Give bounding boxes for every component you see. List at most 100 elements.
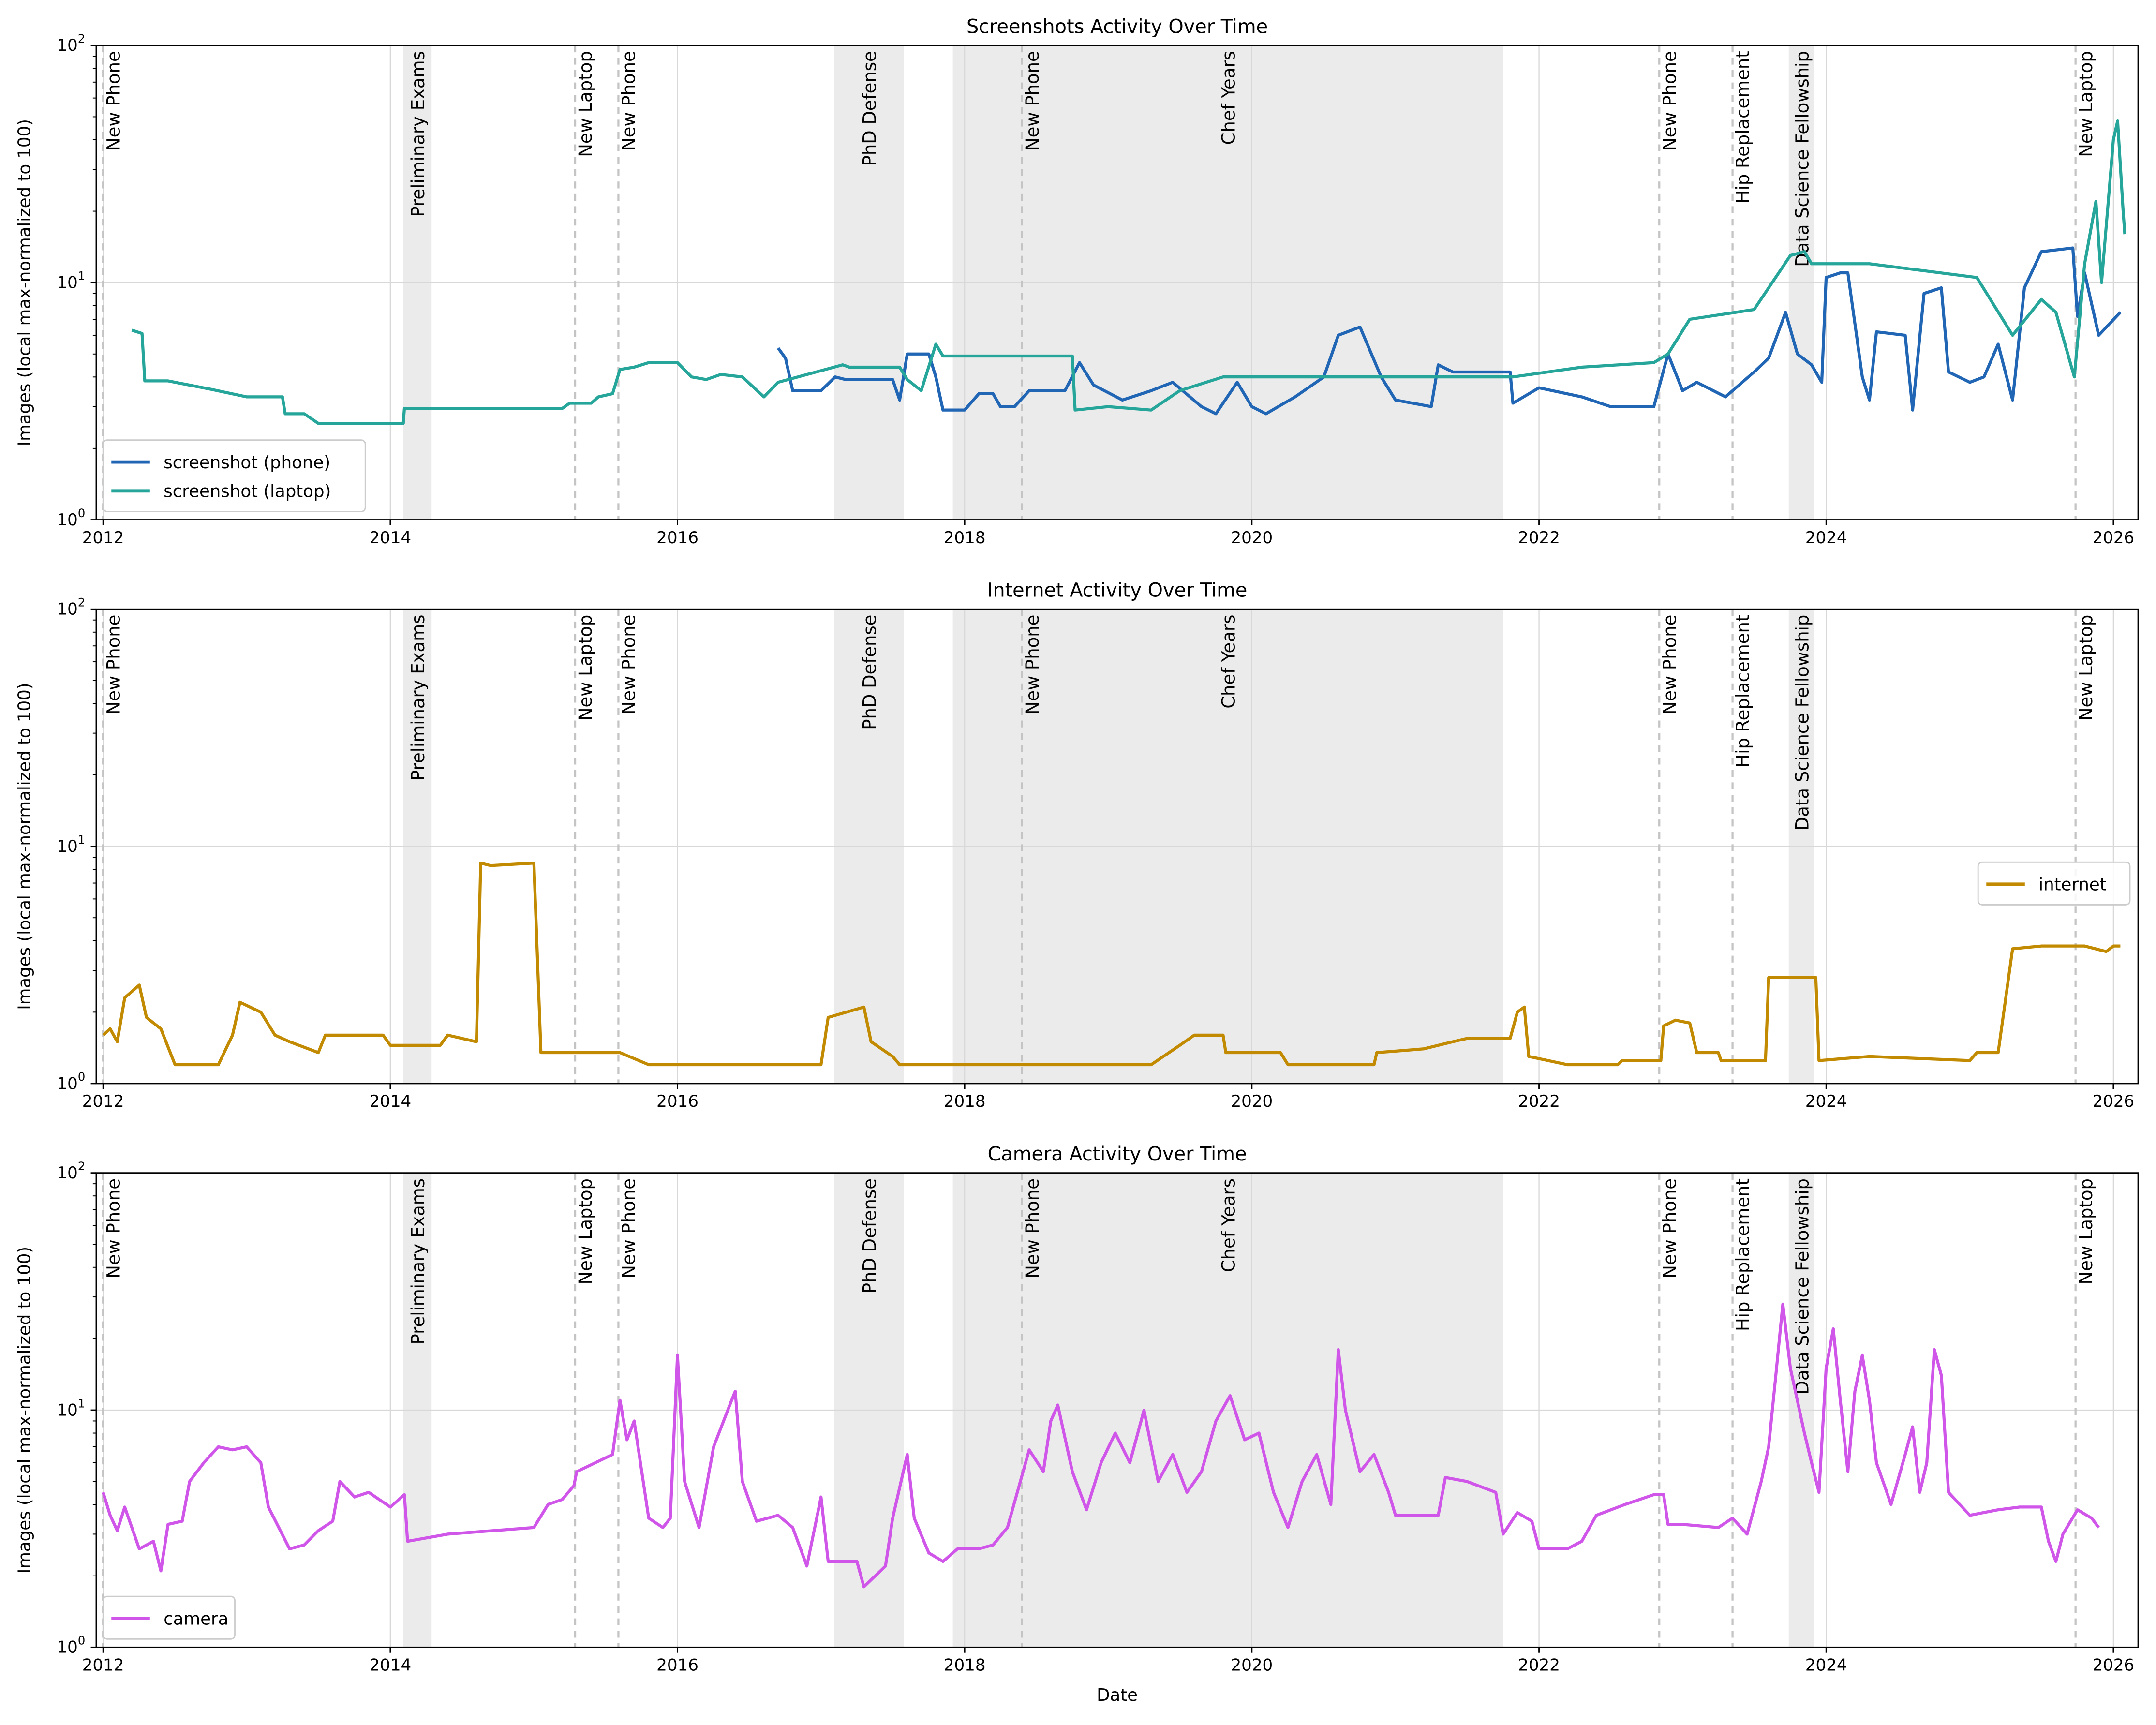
- y-tick-exp: 0: [78, 1634, 85, 1648]
- event-label: New Phone: [103, 615, 124, 715]
- period-label: Chef Years: [1219, 615, 1239, 709]
- event-label: New Phone: [1022, 1178, 1043, 1279]
- legend-label: camera: [164, 1609, 228, 1629]
- x-tick-label: 2022: [1518, 528, 1560, 548]
- event-label: New Phone: [619, 1178, 639, 1279]
- event-label: New Phone: [103, 51, 124, 151]
- chart-title: Internet Activity Over Time: [987, 580, 1248, 602]
- series-line-internet: [102, 862, 2121, 1067]
- period-label: PhD Defense: [860, 1178, 880, 1294]
- event-label: New Laptop: [2076, 615, 2097, 721]
- event-label: New Phone: [1022, 51, 1043, 151]
- period-label: Chef Years: [1219, 1178, 1239, 1272]
- y-axis-label: Images (local max-normalized to 100): [15, 1247, 35, 1574]
- period-label: Data Science Fellowship: [1792, 615, 1813, 831]
- panel-2: New Phone New Laptop New Phone New Phone New…: [15, 580, 2139, 1111]
- x-tick-label: 2016: [656, 1656, 699, 1675]
- period-label: Chef Years: [1219, 51, 1239, 145]
- x-tick-label: 2012: [82, 528, 124, 548]
- y-tick-label: 101: [57, 833, 85, 856]
- x-tick-label: 2012: [82, 1092, 124, 1111]
- x-tick-label: 2018: [944, 1656, 986, 1675]
- legend-box: [102, 1595, 236, 1640]
- y-tick-exp: 0: [78, 1070, 85, 1084]
- y-tick-label: 100: [57, 1634, 85, 1657]
- legend-label: internet: [2038, 875, 2106, 895]
- y-axis-label: Images (local max-normalized to 100): [15, 119, 35, 446]
- period-label: Preliminary Exams: [408, 615, 429, 781]
- event-label: New Phone: [1659, 51, 1680, 151]
- event-label: New Phone: [103, 1178, 124, 1279]
- y-tick-base: 10: [57, 36, 77, 55]
- series-line-screenshot-phone-: [777, 246, 2122, 416]
- x-axis-label: Date: [1097, 1685, 1138, 1705]
- period-label: Preliminary Exams: [408, 51, 429, 217]
- y-axis-label: Images (local max-normalized to 100): [15, 683, 35, 1010]
- y-tick-exp: 1: [78, 269, 85, 283]
- x-tick-label: 2016: [656, 1092, 699, 1111]
- legend-box: [102, 439, 366, 512]
- y-tick-base: 10: [57, 1163, 77, 1183]
- x-tick-label: 2012: [82, 1656, 124, 1675]
- event-label: Hip Replacement: [1733, 1178, 1754, 1331]
- x-tick-label: 2026: [2092, 1092, 2134, 1111]
- period-label: PhD Defense: [860, 615, 880, 730]
- x-tick-label: 2022: [1518, 1092, 1560, 1111]
- x-tick-label: 2014: [369, 528, 411, 548]
- legend: screenshot (phone) screenshot (laptop): [102, 439, 366, 512]
- y-tick-label: 101: [57, 1397, 85, 1420]
- legend-label: screenshot (phone): [164, 453, 330, 473]
- y-tick-exp: 1: [78, 833, 85, 847]
- y-tick-label: 102: [57, 1160, 85, 1183]
- x-tick-label: 2014: [369, 1092, 411, 1111]
- event-label: New Phone: [619, 615, 639, 715]
- panel-1: New Phone New Laptop New Phone New Phone New…: [15, 15, 2139, 548]
- x-tick-label: 2016: [656, 528, 699, 548]
- period-label: Data Science Fellowship: [1792, 1178, 1813, 1395]
- x-tick-label: 2020: [1231, 1092, 1273, 1111]
- y-tick-base: 10: [57, 510, 77, 530]
- y-tick-label: 102: [57, 32, 85, 55]
- event-label: New Phone: [1659, 615, 1680, 715]
- y-tick-exp: 1: [78, 1397, 85, 1410]
- legend: internet: [1977, 861, 2131, 906]
- x-tick-label: 2024: [1805, 528, 1847, 548]
- y-tick-base: 10: [57, 1074, 77, 1093]
- y-tick-base: 10: [57, 837, 77, 856]
- x-tick-label: 2024: [1805, 1656, 1847, 1675]
- chart-title: Camera Activity Over Time: [988, 1143, 1247, 1165]
- y-tick-label: 101: [57, 269, 85, 293]
- y-tick-base: 10: [57, 1638, 77, 1657]
- y-tick-label: 100: [57, 1070, 85, 1093]
- event-label: New Phone: [1659, 1178, 1680, 1279]
- event-label: New Laptop: [2076, 1178, 2097, 1285]
- y-tick-exp: 2: [78, 32, 85, 45]
- period-label: PhD Defense: [860, 51, 880, 166]
- y-tick-label: 100: [57, 506, 85, 530]
- x-tick-label: 2014: [369, 1656, 411, 1675]
- event-label: New Laptop: [575, 615, 596, 721]
- event-label: New Laptop: [575, 51, 596, 157]
- event-label: Hip Replacement: [1733, 51, 1754, 204]
- period-label: Data Science Fellowship: [1792, 51, 1813, 267]
- y-tick-exp: 2: [78, 1160, 85, 1173]
- y-tick-exp: 2: [78, 596, 85, 610]
- y-tick-base: 10: [57, 273, 77, 293]
- panel-3: New Phone New Laptop New Phone New Phone New…: [15, 1143, 2139, 1705]
- event-label: Hip Replacement: [1733, 615, 1754, 768]
- event-label: New Laptop: [575, 1178, 596, 1285]
- event-label: New Laptop: [2076, 51, 2097, 157]
- y-tick-exp: 0: [78, 506, 85, 520]
- event-label: New Phone: [619, 51, 639, 151]
- x-tick-label: 2018: [944, 1092, 986, 1111]
- event-label: New Phone: [1022, 615, 1043, 715]
- legend: camera: [102, 1595, 236, 1640]
- legend-label: screenshot (laptop): [164, 482, 331, 502]
- x-tick-label: 2022: [1518, 1656, 1560, 1675]
- period-label: Preliminary Exams: [408, 1178, 429, 1344]
- chart-title: Screenshots Activity Over Time: [966, 15, 1268, 38]
- legend-box: [1977, 861, 2131, 906]
- x-tick-label: 2020: [1231, 528, 1273, 548]
- series-line-screenshot-laptop-: [131, 119, 2126, 425]
